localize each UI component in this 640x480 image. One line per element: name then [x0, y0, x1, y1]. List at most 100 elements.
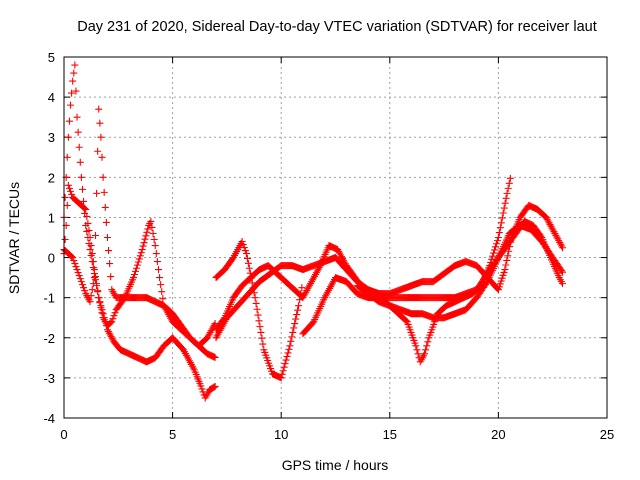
- data-point: [91, 273, 99, 281]
- data-point: [105, 247, 113, 255]
- data-point: [71, 260, 79, 268]
- data-point: [70, 257, 78, 265]
- data-point: [413, 346, 421, 354]
- data-point: [211, 382, 219, 390]
- data-point: [73, 266, 81, 274]
- data-point: [136, 252, 144, 260]
- data-point: [277, 374, 285, 382]
- data-point: [278, 370, 286, 378]
- data-point: [253, 305, 261, 313]
- y-tick-label: 1: [48, 210, 55, 225]
- data-point: [98, 153, 106, 161]
- data-point: [551, 229, 559, 237]
- data-point: [292, 315, 300, 323]
- data-point: [335, 247, 343, 255]
- data-point: [138, 246, 146, 254]
- grid-lines: [64, 57, 607, 418]
- series-track-c: [60, 105, 219, 350]
- data-point: [491, 246, 499, 254]
- data-point: [424, 338, 432, 346]
- data-point: [68, 253, 76, 261]
- data-point: [259, 340, 267, 348]
- data-point: [402, 317, 410, 325]
- data-point: [553, 233, 561, 241]
- data-point: [130, 274, 138, 282]
- data-point: [490, 249, 498, 257]
- data-point: [74, 128, 82, 136]
- data-point: [63, 201, 71, 209]
- data-point: [282, 356, 290, 364]
- data-point: [242, 250, 250, 258]
- data-point: [158, 288, 166, 296]
- data-point: [252, 299, 260, 307]
- data-point: [241, 247, 249, 255]
- data-point: [257, 328, 265, 336]
- data-point: [336, 249, 344, 257]
- data-point: [505, 179, 513, 187]
- data-point: [279, 367, 287, 375]
- data-point: [483, 279, 491, 287]
- data-point: [74, 269, 82, 277]
- data-point: [300, 292, 308, 300]
- data-point: [544, 217, 552, 225]
- data-point: [86, 246, 94, 254]
- data-point: [550, 228, 558, 236]
- data-point: [91, 231, 99, 239]
- data-point: [67, 101, 75, 109]
- data-point: [152, 250, 160, 258]
- data-point: [154, 266, 162, 274]
- data-point: [494, 234, 502, 241]
- data-point: [307, 279, 315, 287]
- data-point: [286, 342, 294, 350]
- x-tick-label: 5: [169, 427, 176, 442]
- y-tick-label: -4: [43, 411, 55, 426]
- data-point: [492, 243, 500, 251]
- data-point: [298, 284, 306, 292]
- data-point: [96, 299, 104, 307]
- data-point: [251, 294, 259, 302]
- data-point: [110, 312, 118, 320]
- data-point: [206, 328, 214, 336]
- data-point: [90, 266, 98, 274]
- data-point: [134, 258, 142, 266]
- data-point: [557, 240, 565, 248]
- data-point: [542, 213, 550, 221]
- data-point: [76, 275, 84, 283]
- data-point: [61, 236, 69, 244]
- data-point: [256, 323, 264, 331]
- data-point: [502, 261, 510, 269]
- data-point: [97, 304, 105, 312]
- y-tick-label: 3: [48, 130, 55, 145]
- data-point: [306, 281, 314, 289]
- data-point: [549, 226, 557, 234]
- data-point: [546, 221, 554, 229]
- series-track-d: [212, 238, 306, 382]
- data-point: [80, 284, 88, 292]
- data-point: [489, 252, 497, 260]
- data-point: [281, 360, 289, 368]
- data-point: [205, 330, 213, 338]
- data-point: [108, 318, 116, 326]
- data-point: [284, 349, 292, 357]
- data-point: [280, 363, 288, 371]
- data-point: [87, 242, 95, 250]
- data-point: [68, 89, 76, 97]
- data-point: [81, 287, 89, 295]
- data-point: [506, 174, 514, 182]
- data-point: [197, 382, 205, 390]
- data-point: [99, 173, 107, 181]
- data-point: [131, 267, 139, 275]
- data-point: [211, 353, 219, 361]
- data-point: [543, 215, 551, 223]
- data-point: [304, 285, 312, 293]
- series-track-f: [212, 201, 567, 342]
- data-point: [311, 270, 319, 278]
- data-point: [106, 260, 114, 268]
- x-tick-label: 0: [60, 427, 67, 442]
- data-point: [81, 204, 89, 212]
- data-point: [254, 311, 262, 319]
- y-tick-label: 2: [48, 170, 55, 185]
- data-point: [107, 273, 115, 281]
- x-tick-label: 10: [274, 427, 288, 442]
